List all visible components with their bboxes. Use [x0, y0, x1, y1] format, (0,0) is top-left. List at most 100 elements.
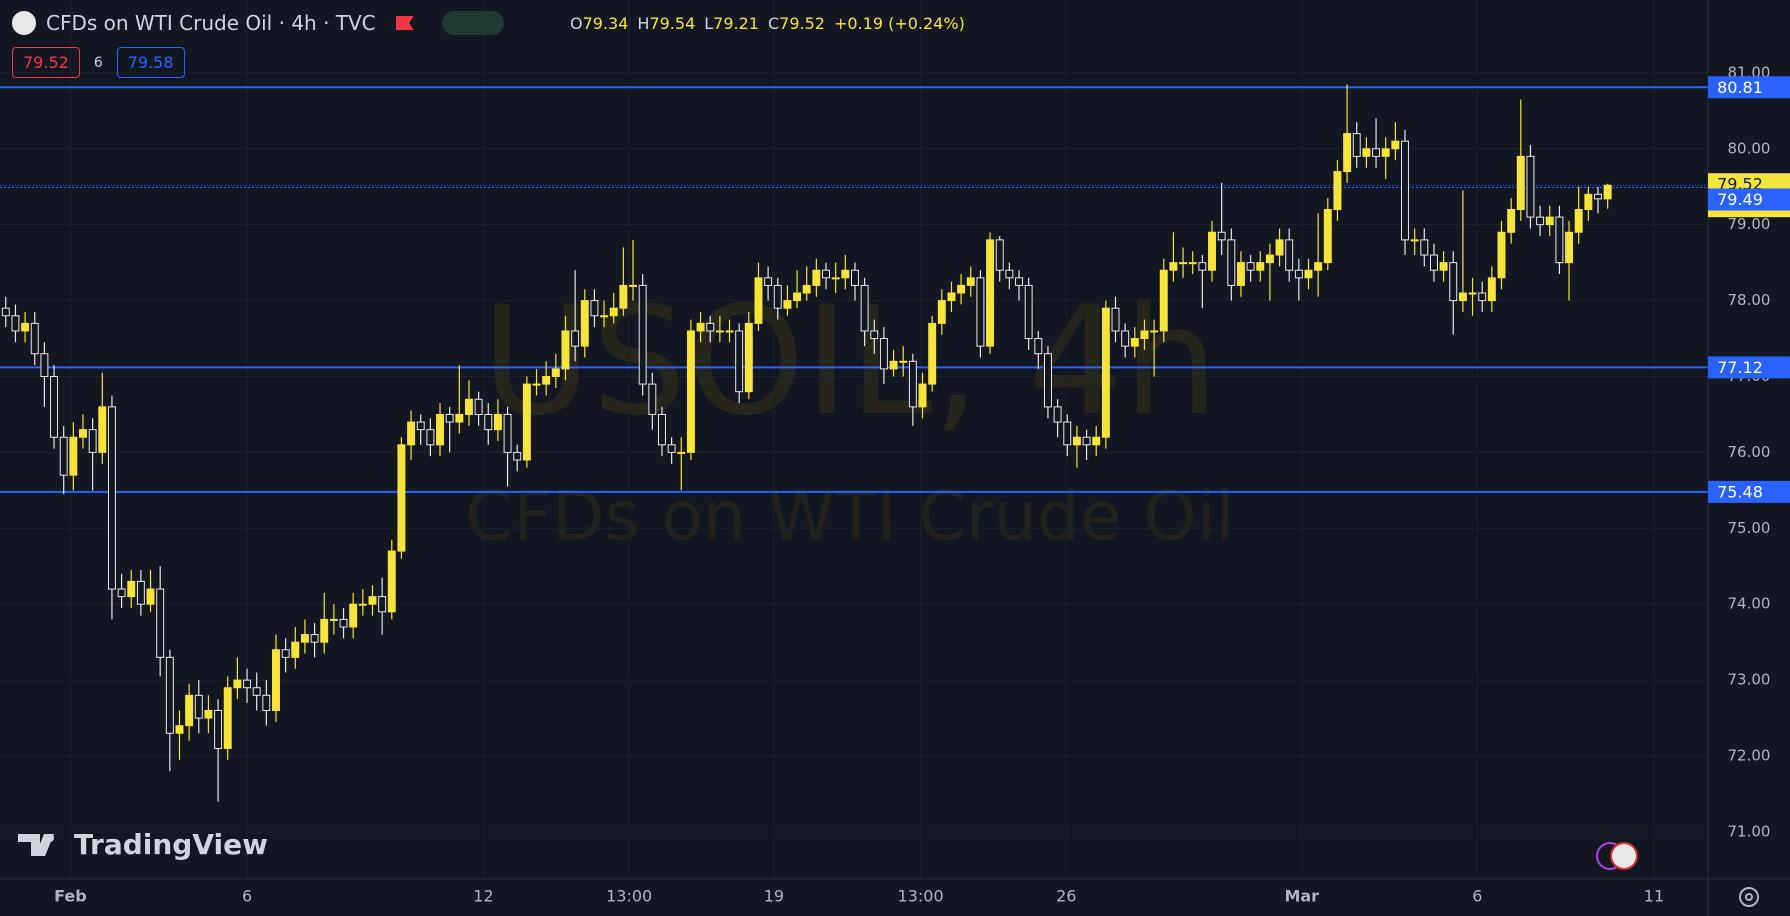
candle-body [1516, 155, 1525, 211]
candle-body [484, 413, 493, 431]
candle-body [397, 444, 406, 552]
x-tick-label: 13:00 [606, 887, 652, 906]
candle-body [1121, 330, 1130, 347]
candle-body [580, 300, 589, 347]
candle-body [1024, 284, 1033, 340]
candle-body [802, 284, 811, 294]
candle-body [1, 307, 10, 317]
candle-body [1111, 307, 1120, 332]
market-flag [395, 16, 414, 30]
candle-body [1314, 262, 1323, 271]
candle-body [590, 300, 599, 317]
candle-body [329, 618, 338, 621]
candle-body [899, 360, 908, 363]
flag-icon[interactable] [1610, 842, 1638, 870]
level-tag [1708, 356, 1790, 379]
candle-body [262, 694, 271, 711]
event-icons[interactable] [1596, 842, 1638, 870]
candle-body [185, 694, 194, 727]
x-tick-label: 13:00 [898, 887, 944, 906]
candle-body [561, 330, 570, 370]
candle-body [465, 398, 473, 415]
candle-body [30, 322, 39, 355]
candle-body [1005, 269, 1014, 279]
level-tag [1708, 480, 1790, 503]
candle-body [976, 277, 985, 347]
candle-body [1236, 262, 1245, 286]
candle-body [252, 687, 261, 696]
candle-body [127, 580, 136, 598]
candle-body [69, 436, 78, 476]
logo-dot [46, 834, 54, 842]
logo-mark [18, 834, 54, 856]
level-label: 80.81 [1717, 78, 1763, 97]
candle-body [1458, 292, 1467, 302]
x-tick-label: 6 [242, 887, 252, 906]
candle-body [1304, 269, 1313, 279]
candle-body [1082, 436, 1091, 446]
candle-body [841, 269, 850, 279]
ohlc-change: +0.19 (+0.24%) [833, 13, 965, 33]
candle-body [764, 277, 773, 286]
candle-body [1256, 262, 1265, 271]
quote-panel: 79.52 6 79.58 [12, 47, 185, 78]
candle-body [21, 322, 30, 332]
candle-body [1015, 277, 1023, 286]
candle-body [1507, 209, 1516, 233]
candle-body [358, 603, 367, 606]
candle-body [175, 725, 184, 734]
candle-body [532, 383, 541, 386]
candle-body [223, 687, 232, 749]
candle-body [204, 709, 213, 719]
candle-body [1555, 216, 1564, 264]
candle-body [715, 330, 724, 333]
candle-body [667, 444, 676, 453]
candle-body [156, 588, 165, 658]
candle-body [59, 436, 68, 476]
candle-body [1362, 148, 1371, 157]
symbol-title[interactable]: CFDs on WTI Crude Oil · 4h · TVC [46, 11, 376, 35]
settings-icon-core[interactable] [1745, 893, 1753, 901]
candle-body [831, 277, 840, 280]
candle-body [1343, 133, 1352, 173]
candle-body [1352, 133, 1361, 157]
settings-icon[interactable] [1739, 887, 1759, 907]
ohlc-key: C [767, 13, 780, 33]
candle-body [1227, 239, 1236, 286]
sell-price[interactable]: 79.52 [12, 47, 80, 78]
candle-body [1410, 239, 1419, 242]
candle-body [1439, 262, 1448, 271]
settings-button[interactable] [1739, 887, 1759, 907]
candle-body [1574, 209, 1583, 233]
candle-body [1101, 307, 1110, 438]
candle-body [773, 284, 782, 309]
candle-body [1372, 148, 1381, 157]
y-tick-label: 78.00 [1728, 291, 1771, 309]
candle-body [1381, 148, 1390, 157]
candle-body [272, 649, 280, 711]
candle-body [629, 284, 637, 287]
ohlc-key: O [570, 13, 583, 33]
candle-body [291, 641, 300, 658]
candle-body [1420, 239, 1429, 256]
candle-body [706, 322, 715, 332]
candle-body [1333, 171, 1342, 211]
candle-body [793, 292, 802, 302]
candle-body [735, 330, 744, 393]
symbol-icon [12, 11, 36, 35]
candle-body [1169, 262, 1178, 271]
candle-body [1159, 269, 1168, 332]
candle-body [812, 269, 821, 286]
candle-body [1198, 262, 1207, 271]
candle-body [744, 322, 753, 393]
candle-body [1565, 231, 1574, 264]
candle-body [1179, 262, 1188, 265]
candle-body [146, 588, 155, 605]
candle-body [850, 269, 859, 286]
candle-body [947, 292, 956, 302]
candle-body [436, 413, 445, 446]
candle-body [1265, 254, 1274, 264]
buy-price[interactable]: 79.58 [116, 47, 185, 78]
